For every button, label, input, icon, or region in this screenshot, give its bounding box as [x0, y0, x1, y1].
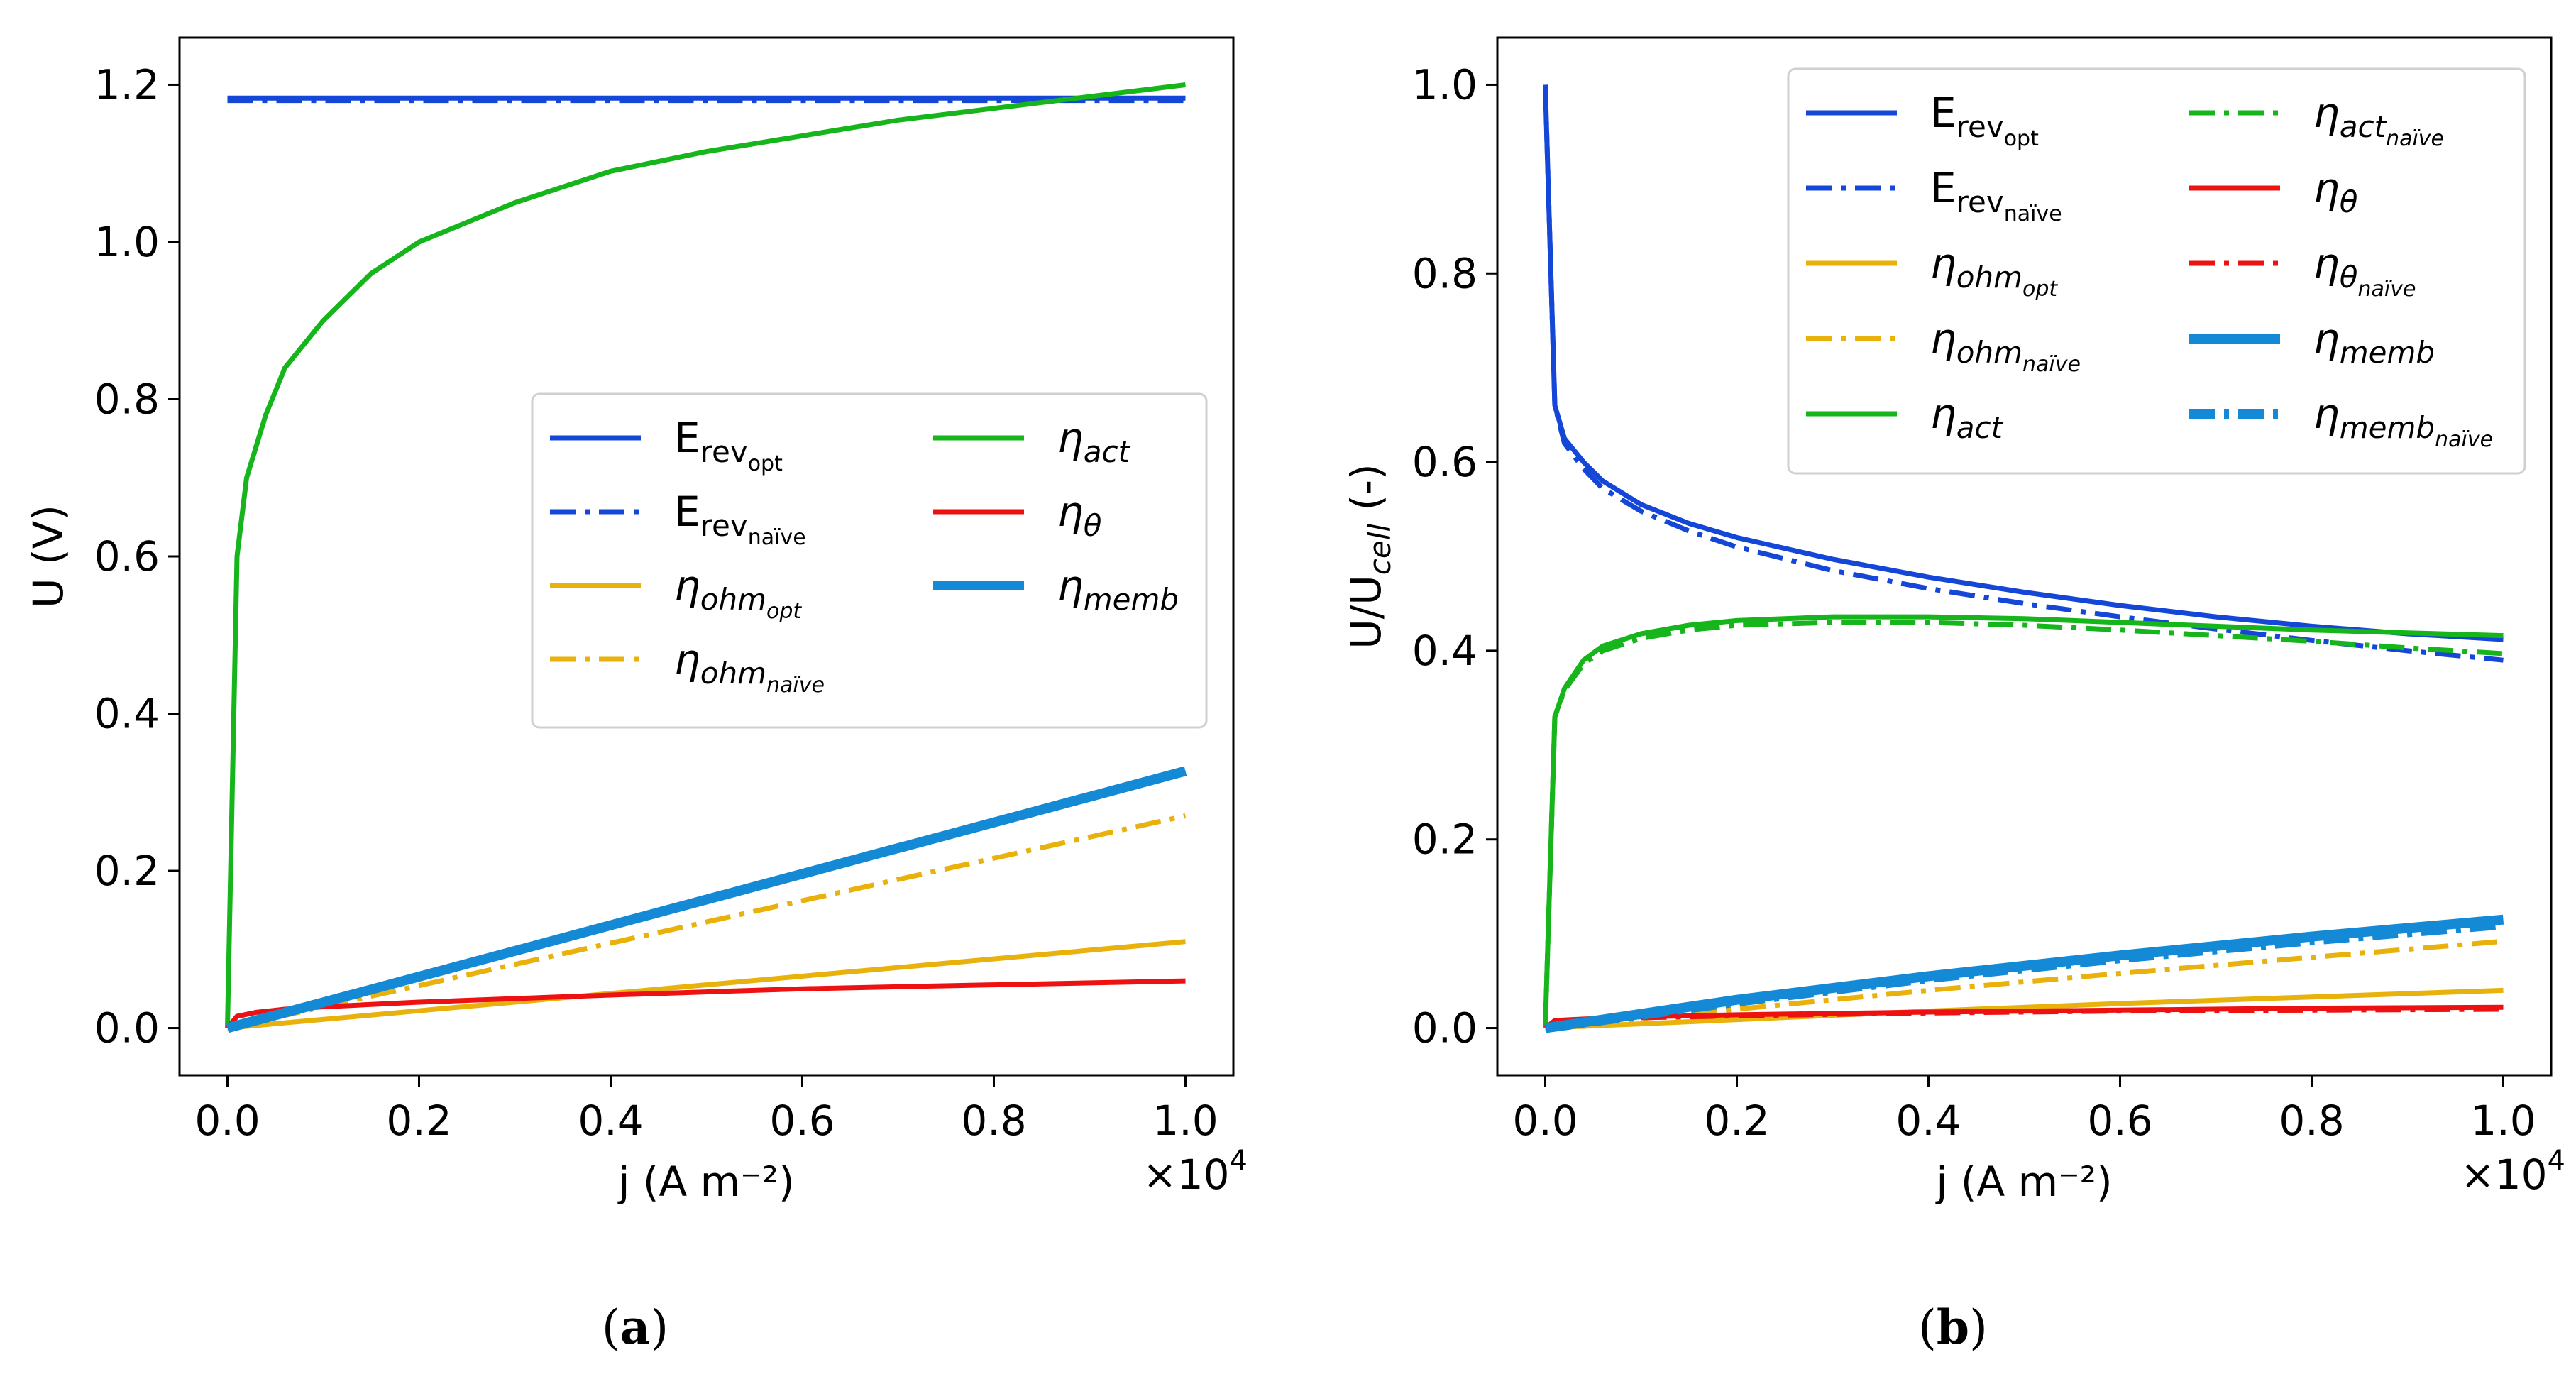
y-tick-label: 0.6: [1412, 438, 1477, 486]
x-tick-label: 0.4: [1895, 1097, 1961, 1145]
x-offset-text: ×104: [2460, 1145, 2565, 1199]
y-tick-label: 1.0: [1412, 60, 1477, 109]
series-line-eta_act: [225, 82, 1186, 1028]
series-line-E_rev_opt: [1543, 84, 2504, 642]
legend-label-eta_theta: ηθ: [1057, 488, 1101, 543]
series-line-eta_ohm_naive: [1545, 938, 2504, 1031]
series-line-eta_ohm_naive: [226, 813, 1187, 1031]
y-axis-label: U (V): [24, 505, 72, 608]
series-line-eta_memb_naive: [1544, 919, 2504, 1033]
axes-frame: [1496, 36, 2553, 1077]
legend-label-eta_act_naive: ηactnaïve: [2313, 89, 2444, 151]
x-tick-label: 1.0: [2470, 1097, 2536, 1145]
x-tick-label: 0.8: [961, 1097, 1026, 1145]
legend-label-E_rev_naive: Erevnaïve: [674, 488, 806, 550]
series-line-E_rev_naive: [1543, 84, 2504, 663]
legend-label-eta_theta_naive: ηθnaïve: [2313, 239, 2416, 302]
legend-label-eta_ohm_naive: ηohmnaïve: [1930, 314, 2081, 377]
legend: Erevopt Erevnaïve ηohmopt ηohmnaïve ηact ηθ ηm…: [531, 392, 1208, 729]
series-line-eta_act_naive: [1543, 620, 2504, 1028]
series-line-eta_ohm_opt: [1545, 987, 2504, 1031]
legend-label-E_rev_naive: Erevnaïve: [1930, 164, 2062, 226]
legend-label-eta_act: ηact: [1057, 414, 1131, 469]
x-tick-label: 0.0: [194, 1097, 260, 1145]
y-tick-label: 0.6: [94, 532, 160, 581]
x-tick-label: 1.0: [1152, 1097, 1218, 1145]
x-tick-label: 0.4: [578, 1097, 643, 1145]
y-tick-label: 1.0: [94, 218, 160, 266]
chart-panel-a: 0.0 0.2 0.4 0.6 0.8 1.0 0.0 0.2 0.4 0.6 0.8 1.0 1.2 j…: [24, 36, 1248, 1206]
legend-label-eta_memb_naive: ηmembnaïve: [2313, 390, 2493, 452]
chart-panel-b: 0.0 0.2 0.4 0.6 0.8 1.0 0.0 0.2 0.4 0.6 0.8 1.0 j (A…: [1342, 36, 2565, 1206]
legend-label-E_rev_opt: Erevopt: [674, 414, 783, 476]
series-line-eta_ohm_opt: [227, 939, 1186, 1031]
legend-label-E_rev_opt: Erevopt: [1930, 89, 2039, 151]
legend-box: [531, 392, 1208, 729]
x-axis-label: j (A m⁻²): [617, 1158, 794, 1206]
panel-caption: (b): [1918, 1300, 1988, 1355]
legend-label-eta_memb: ηmemb: [2313, 314, 2435, 370]
series-line-eta_theta: [225, 978, 1186, 1030]
series-line-eta_memb: [226, 766, 1187, 1033]
y-tick-label: 0.8: [1412, 249, 1477, 297]
y-tick-label: 0.4: [1412, 627, 1477, 675]
y-axis-label: U/Ucell (-): [1342, 463, 1397, 649]
y-tick-label: 0.0: [1412, 1004, 1477, 1053]
panel-caption: (a): [602, 1300, 668, 1355]
x-axis-label: j (A m⁻²): [1934, 1158, 2112, 1206]
x-tick-label: 0.2: [1704, 1097, 1769, 1145]
legend-label-eta_ohm_naive: ηohmnaïve: [674, 635, 825, 698]
x-tick-label: 0.2: [386, 1097, 451, 1145]
legend-label-eta_ohm_opt: ηohmopt: [674, 561, 802, 624]
y-tick-label: 0.4: [94, 690, 160, 738]
y-tick-label: 0.2: [94, 847, 160, 895]
x-tick-label: 0.6: [769, 1097, 835, 1145]
x-tick-label: 0.6: [2087, 1097, 2152, 1145]
y-tick-label: 0.0: [94, 1004, 160, 1053]
x-offset-text: ×104: [1143, 1145, 1248, 1199]
legend: Erevopt Erevnaïve ηohmopt ηohmnaïve ηact ηact…: [1787, 67, 2526, 475]
legend-box: [1787, 67, 2526, 475]
x-tick-label: 0.8: [2279, 1097, 2344, 1145]
y-tick-label: 1.2: [94, 60, 160, 109]
y-tick-label: 0.8: [94, 375, 160, 423]
legend-label-eta_act: ηact: [1930, 390, 2004, 445]
legend-label-eta_memb: ηmemb: [1057, 561, 1179, 617]
y-tick-label: 0.2: [1412, 815, 1477, 864]
x-tick-label: 0.0: [1512, 1097, 1578, 1145]
legend-label-eta_ohm_opt: ηohmopt: [1930, 239, 2058, 302]
legend-label-eta_theta: ηθ: [2313, 164, 2357, 219]
